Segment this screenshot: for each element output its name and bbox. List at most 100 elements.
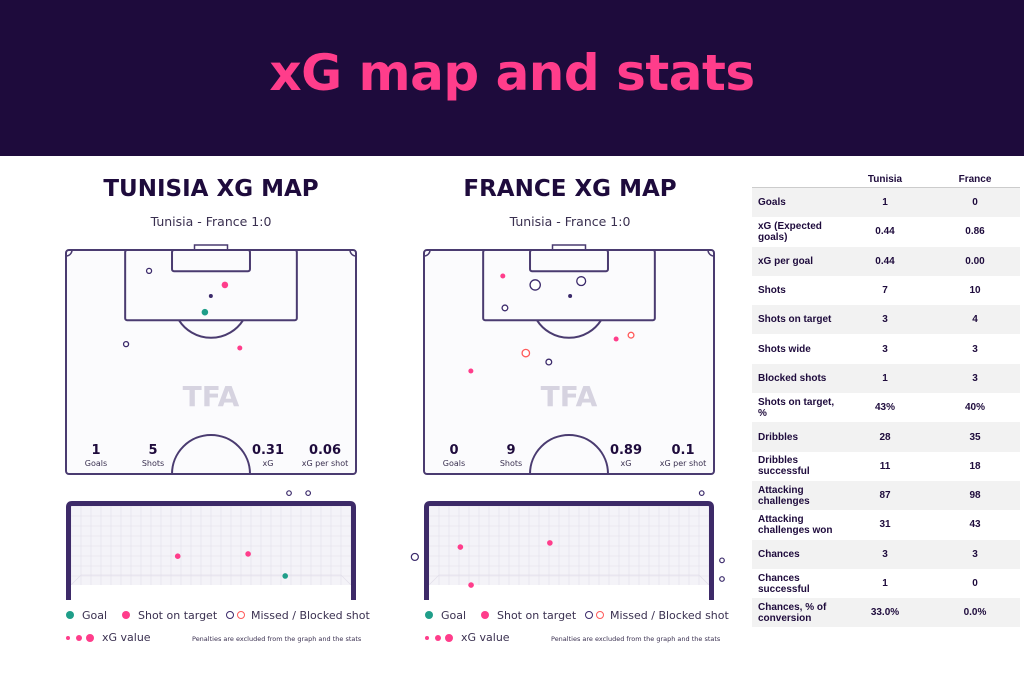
stat-value: 9	[506, 443, 515, 458]
shot-marker	[145, 267, 153, 275]
table-header: Tunisia France	[752, 172, 1020, 188]
col-tunisia: Tunisia	[867, 174, 903, 185]
stat-value: 0.1	[671, 443, 694, 458]
missed-circle-icon	[226, 611, 234, 619]
stat-label: Shots	[142, 459, 164, 468]
header-banner: xG map and stats	[0, 0, 1024, 156]
legend-goal: Goal	[66, 609, 107, 622]
legend-xg: xG value	[425, 631, 510, 644]
stat-value: 18	[969, 460, 981, 472]
table-row: Shots on target 3 4	[752, 305, 1020, 335]
stat-value: 1	[882, 578, 888, 589]
table-row: Shots on target, % 43% 40%	[752, 393, 1020, 422]
stat-value: 43	[969, 519, 981, 531]
stat-label: Chances	[758, 548, 800, 560]
table-row: Chances successful 1 0	[752, 569, 1020, 598]
table-row: Shots 7 10	[752, 276, 1020, 305]
blocked-circle-icon	[596, 611, 604, 619]
stat-value: 43%	[874, 402, 895, 414]
goal-shot-marker	[282, 573, 289, 579]
goal-dot-icon	[66, 611, 74, 619]
stat-value: 0	[972, 197, 978, 209]
stat-label: Goals	[85, 459, 107, 468]
stat-value: 0.31	[252, 443, 284, 458]
shot-marker	[521, 348, 531, 358]
xg-size-dots-icon	[66, 631, 102, 644]
shot-marker	[613, 336, 619, 342]
stat-value: 3	[882, 548, 888, 560]
stat-value: 4	[972, 314, 978, 326]
on-target-dot-icon	[122, 611, 130, 619]
stat-value: 0.86	[965, 226, 985, 238]
center-circle	[171, 434, 251, 475]
net-line	[70, 574, 352, 586]
goal-ground	[429, 585, 709, 599]
stat-label: Goals	[443, 459, 465, 468]
stat-value: 0.06	[309, 443, 341, 458]
stat-value: 0.00	[965, 255, 985, 267]
center-circle	[529, 434, 609, 475]
legend-goal: Goal	[425, 609, 466, 622]
shot-marker	[501, 304, 509, 312]
stat-label: xG per shot	[302, 459, 349, 468]
table-row: xG per goal 0.44 0.00	[752, 246, 1020, 276]
legend-on-target: Shot on target	[481, 609, 576, 622]
net-line	[428, 574, 710, 586]
blocked-circle-icon	[237, 611, 245, 619]
table-row: Dribbles successful 11 18	[752, 452, 1020, 481]
corner-arc	[707, 249, 715, 257]
stat-value: 3	[882, 343, 888, 355]
stat-value: 28	[879, 431, 891, 443]
france-match-subtitle: Tunisia - France 1:0	[509, 214, 631, 229]
table-row: Attacking challenges won 31 43	[752, 510, 1020, 539]
goal-shot-marker	[305, 490, 312, 497]
table-row: Attacking challenges 87 98	[752, 480, 1020, 511]
stat-label: Chances successful	[758, 572, 810, 595]
stat-label: Blocked shots	[758, 372, 827, 384]
stat-label: Goals	[758, 197, 786, 209]
stat-label: Dribbles	[758, 431, 799, 443]
goal-shot-marker	[457, 544, 464, 550]
stat-value: 0.44	[875, 255, 895, 267]
table-row: Goals 1 0	[752, 188, 1020, 218]
goal-shot-marker	[547, 540, 553, 546]
stats-table: Tunisia France Goals 1 0 xG (Expected goals…	[752, 172, 1020, 628]
stat-value: 1	[882, 372, 888, 384]
stat-value: 33.0%	[870, 607, 900, 619]
goal-shot-marker	[410, 552, 419, 562]
stat-label: Shots wide	[758, 343, 811, 355]
goal-ground	[71, 585, 351, 599]
stat-value: 31	[879, 519, 891, 531]
stat-label: xG per goal	[758, 255, 814, 267]
pitch	[65, 249, 357, 475]
stat-value: 35	[969, 431, 981, 443]
stat-value: 1	[91, 443, 100, 458]
stat-label: Shots	[500, 459, 522, 468]
penalty-arc	[536, 319, 602, 339]
legend-on-target: Shot on target	[122, 609, 217, 622]
stat-value: 98	[969, 490, 981, 502]
france-map-title: FRANCE XG MAP	[463, 176, 677, 202]
shot-marker	[237, 345, 243, 351]
shot-marker	[500, 273, 506, 279]
tfa-watermark: TFA	[183, 380, 240, 413]
stat-value: 0	[972, 578, 978, 589]
stat-label: Shots on target, %	[758, 396, 835, 419]
legend-xg: xG value	[66, 631, 151, 644]
stat-label: Attacking challenges	[758, 484, 810, 507]
corner-arc	[423, 249, 431, 257]
table-row: Blocked shots 1 3	[752, 363, 1020, 394]
stat-value: 1	[882, 197, 888, 209]
stat-label: Dribbles successful	[758, 455, 810, 478]
stat-value: 11	[879, 460, 891, 472]
goal-shot-marker	[468, 582, 474, 588]
six-yard-box	[171, 249, 251, 273]
stat-value: 3	[972, 548, 978, 560]
shot-marker	[468, 368, 474, 374]
stat-value: 0	[449, 443, 458, 458]
corner-arc	[65, 249, 73, 257]
goal-shot-marker	[174, 553, 181, 559]
stat-value: 3	[882, 314, 888, 326]
tfa-watermark: TFA	[541, 380, 598, 413]
xg-size-dots-icon	[425, 631, 461, 644]
